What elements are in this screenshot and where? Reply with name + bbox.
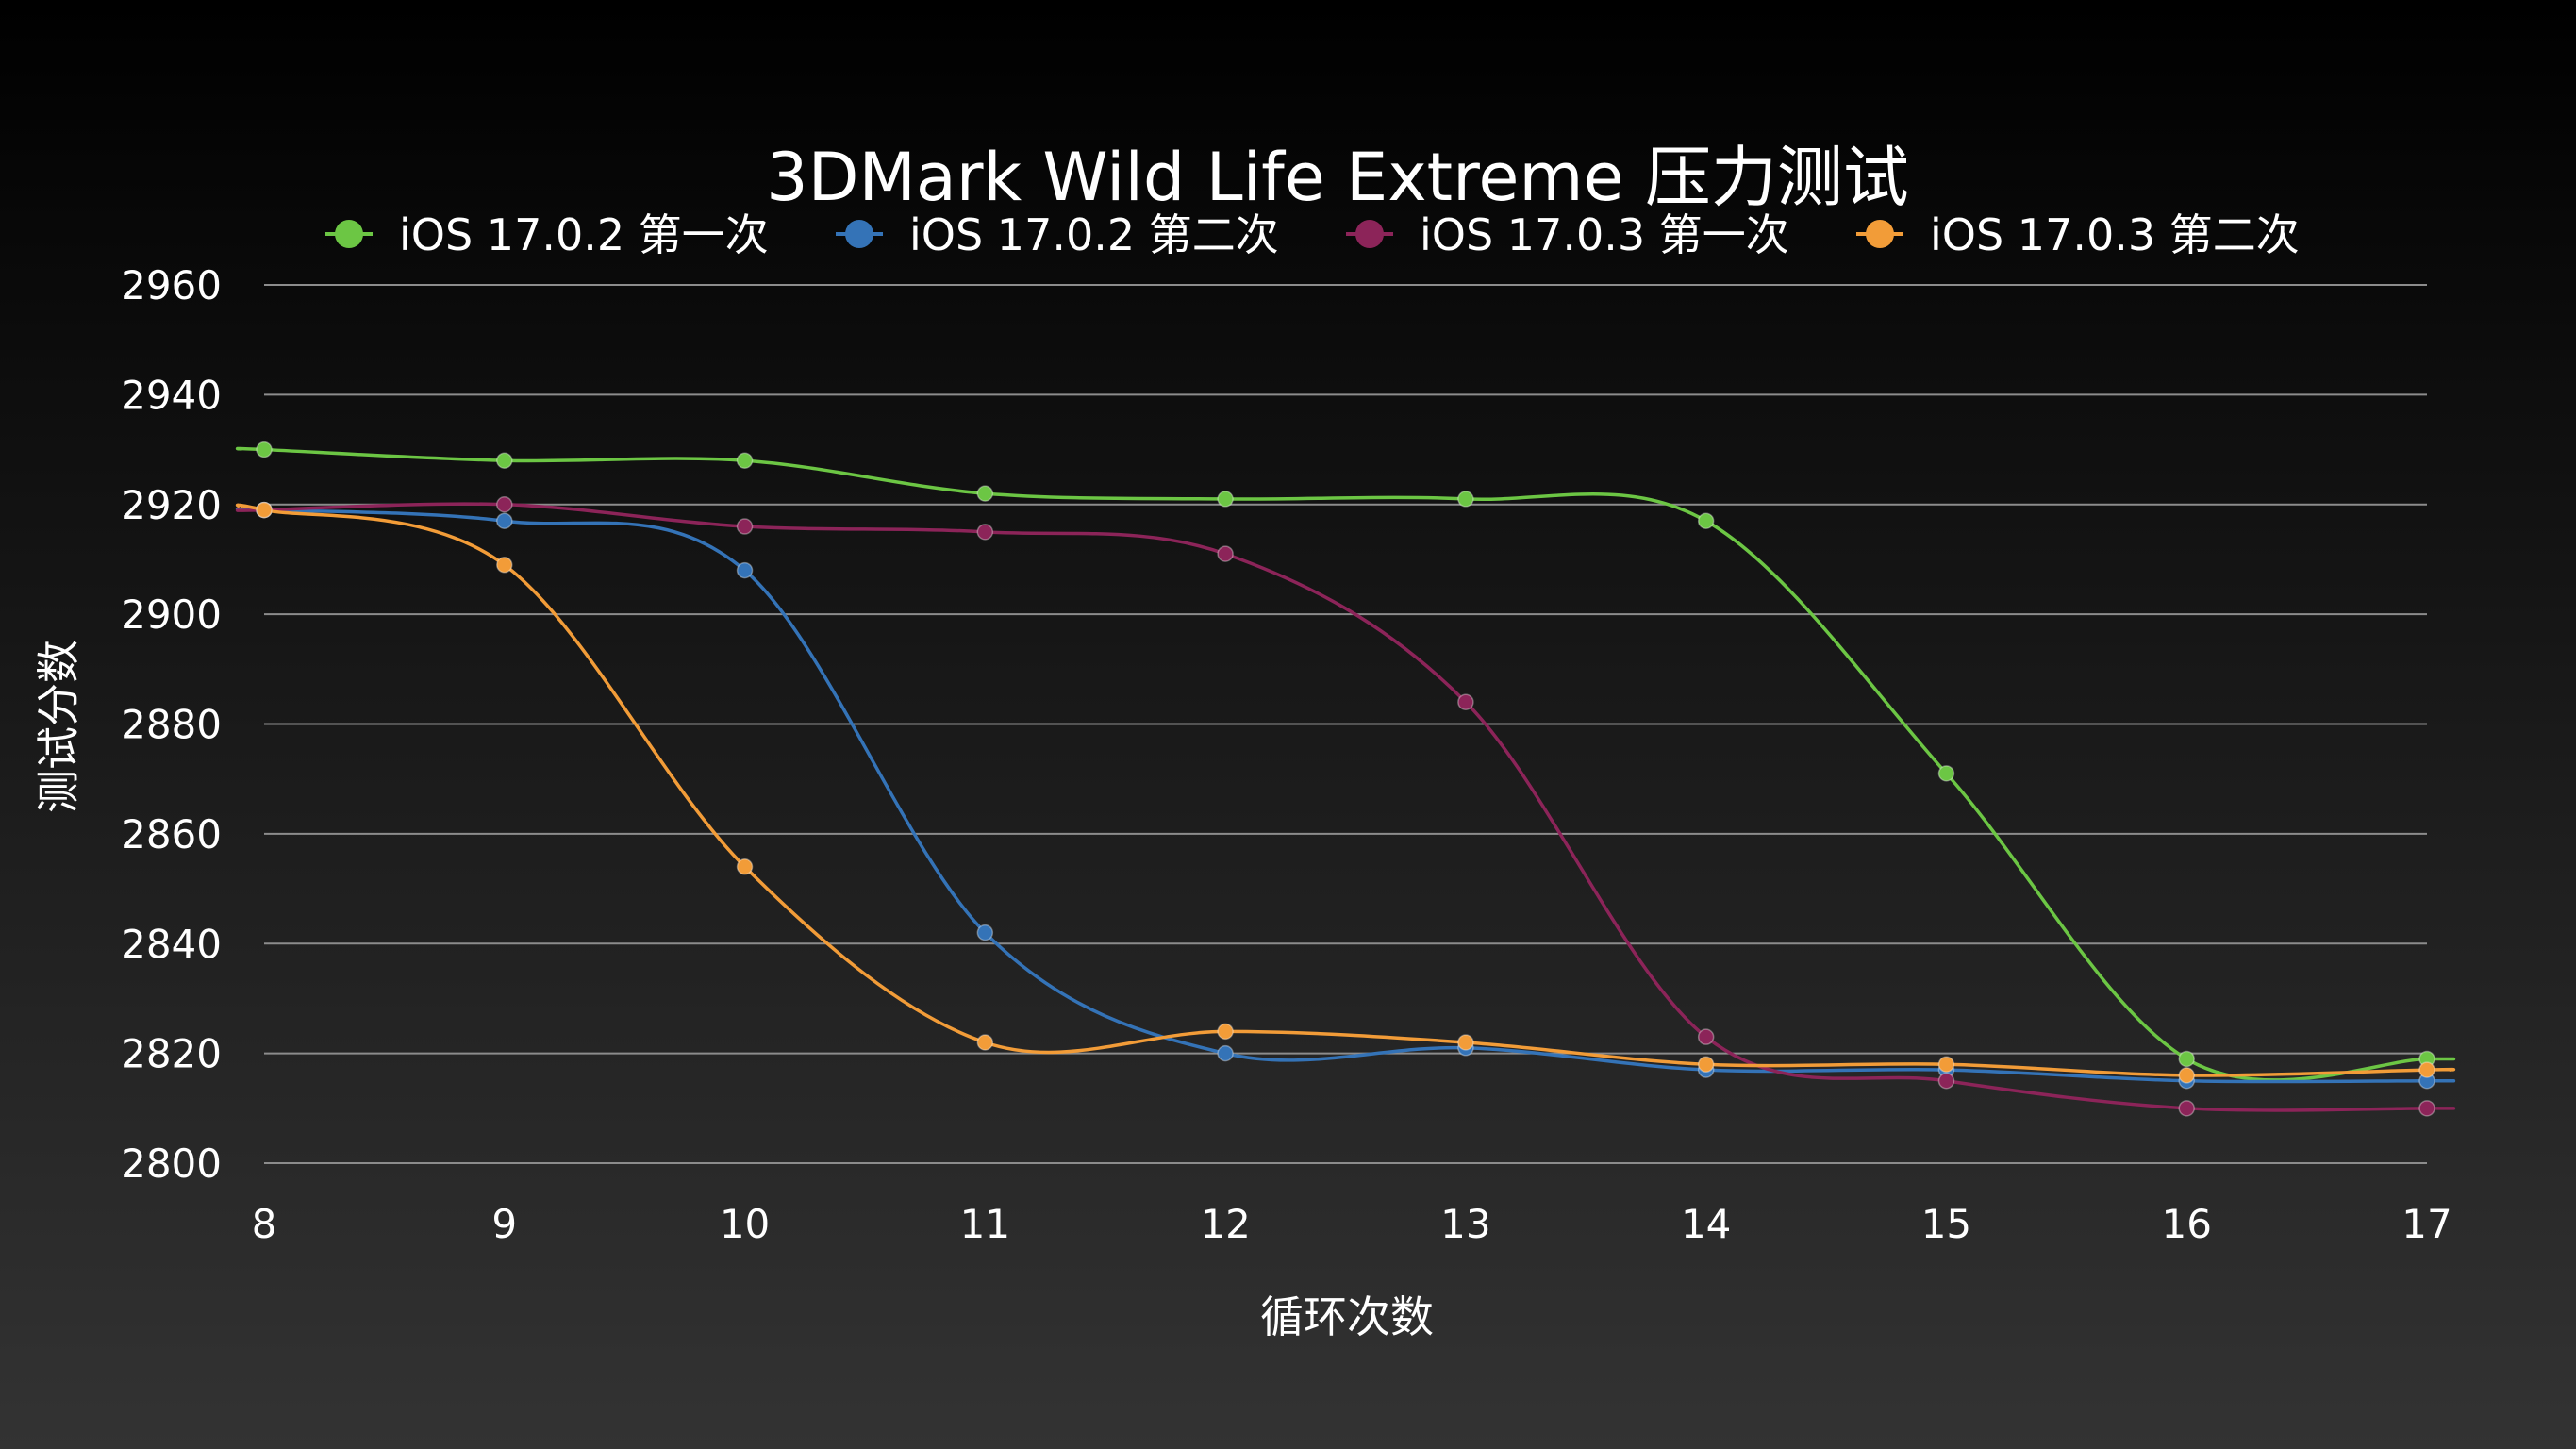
y-tick-label: 2920 (121, 482, 222, 528)
data-point (256, 501, 273, 519)
data-point (976, 485, 994, 502)
x-tick-label: 9 (491, 1201, 517, 1247)
data-point (736, 452, 754, 469)
y-tick-label: 2800 (121, 1141, 222, 1187)
data-point (496, 512, 513, 529)
data-point (1217, 545, 1234, 562)
series-line (236, 503, 2455, 1077)
data-point (1697, 1056, 1715, 1074)
legend-label: iOS 17.0.2 第二次 (909, 209, 1279, 260)
data-point (976, 1034, 994, 1051)
y-axis-label: 测试分数 (33, 640, 84, 813)
data-point (2418, 1100, 2435, 1117)
x-axis: 8 9 10 11 12 13 14 15 16 17 (252, 1201, 2452, 1247)
y-tick-label: 2960 (121, 262, 222, 308)
y-tick-label: 2820 (121, 1031, 222, 1077)
legend-marker (335, 220, 363, 248)
data-point (2178, 1067, 2195, 1084)
legend-item: iOS 17.0.2 第二次 (836, 209, 1279, 260)
data-point (976, 924, 994, 941)
y-tick-label: 2880 (121, 702, 222, 748)
legend-label: iOS 17.0.2 第一次 (399, 209, 769, 260)
x-tick-label: 17 (2401, 1201, 2451, 1247)
data-point (496, 557, 513, 574)
y-tick-label: 2840 (121, 921, 222, 967)
data-point (1217, 1023, 1234, 1041)
data-point (1937, 1072, 1955, 1090)
data-point (496, 452, 513, 469)
x-tick-label: 14 (1681, 1201, 1731, 1247)
series-line (236, 507, 2455, 1084)
legend-marker (1355, 220, 1384, 248)
series-line (236, 502, 2455, 1112)
data-point (736, 858, 754, 875)
data-point (1457, 1034, 1474, 1051)
data-point (1457, 693, 1474, 710)
x-tick-label: 13 (1440, 1201, 1490, 1247)
data-point (2178, 1100, 2195, 1117)
data-point (976, 524, 994, 541)
y-tick-label: 2940 (121, 372, 222, 418)
grid (264, 284, 2427, 1164)
data-point (1457, 491, 1474, 508)
data-point (496, 496, 513, 513)
series-3 (236, 496, 2455, 1117)
legend-item: iOS 17.0.3 第一次 (1346, 209, 1789, 260)
x-axis-label: 循环次数 (1260, 1291, 1434, 1342)
series-group (236, 441, 2455, 1117)
series-line (236, 446, 2455, 1082)
data-point (2178, 1050, 2195, 1068)
data-point (736, 561, 754, 579)
x-tick-label: 11 (960, 1201, 1010, 1247)
legend-marker (1866, 220, 1894, 248)
data-point (1697, 512, 1715, 529)
data-point (736, 518, 754, 535)
data-point (1217, 491, 1234, 508)
legend-marker (845, 220, 873, 248)
data-point (1937, 1056, 1955, 1074)
data-point (2418, 1061, 2435, 1078)
legend-item: iOS 17.0.3 第二次 (1856, 209, 2300, 260)
data-point (1217, 1044, 1234, 1062)
legend-label: iOS 17.0.3 第一次 (1420, 209, 1789, 260)
x-tick-label: 15 (1921, 1201, 1971, 1247)
series-1 (236, 441, 2455, 1082)
x-tick-label: 12 (1200, 1201, 1250, 1247)
data-point (1697, 1028, 1715, 1045)
series-4 (236, 501, 2455, 1084)
x-tick-label: 16 (2161, 1201, 2211, 1247)
data-point (1937, 765, 1955, 782)
x-tick-label: 8 (252, 1201, 277, 1247)
legend-item: iOS 17.0.2 第一次 (325, 209, 769, 260)
legend-label: iOS 17.0.3 第二次 (1930, 209, 2300, 260)
data-point (256, 441, 273, 458)
legend: iOS 17.0.2 第一次 iOS 17.0.2 第二次 iOS 17.0.3 第… (325, 209, 2300, 260)
x-tick-label: 10 (720, 1201, 770, 1247)
chart-title: 3DMark Wild Life Extreme 压力测试 (766, 139, 1909, 216)
y-tick-label: 2860 (121, 811, 222, 858)
y-tick-label: 2900 (121, 591, 222, 638)
y-axis: 2800 2820 2840 2860 2880 2900 2920 2940 2960 (121, 262, 222, 1187)
